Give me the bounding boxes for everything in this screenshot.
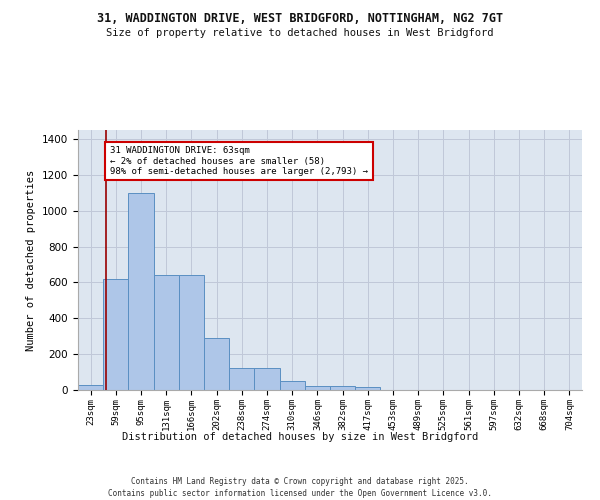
Bar bbox=[280, 381, 305, 390]
Bar bbox=[179, 275, 204, 390]
Bar bbox=[229, 368, 254, 390]
Bar bbox=[355, 388, 380, 390]
Bar bbox=[103, 279, 128, 390]
Bar bbox=[204, 338, 229, 390]
Y-axis label: Number of detached properties: Number of detached properties bbox=[26, 170, 37, 350]
Text: Contains public sector information licensed under the Open Government Licence v3: Contains public sector information licen… bbox=[108, 489, 492, 498]
Bar bbox=[78, 384, 103, 390]
Bar bbox=[154, 275, 179, 390]
Text: 31, WADDINGTON DRIVE, WEST BRIDGFORD, NOTTINGHAM, NG2 7GT: 31, WADDINGTON DRIVE, WEST BRIDGFORD, NO… bbox=[97, 12, 503, 26]
Text: 31 WADDINGTON DRIVE: 63sqm
← 2% of detached houses are smaller (58)
98% of semi-: 31 WADDINGTON DRIVE: 63sqm ← 2% of detac… bbox=[110, 146, 368, 176]
Bar bbox=[330, 386, 355, 390]
Bar bbox=[305, 386, 330, 390]
Text: Distribution of detached houses by size in West Bridgford: Distribution of detached houses by size … bbox=[122, 432, 478, 442]
Bar bbox=[254, 368, 280, 390]
Text: Contains HM Land Registry data © Crown copyright and database right 2025.: Contains HM Land Registry data © Crown c… bbox=[131, 478, 469, 486]
Text: Size of property relative to detached houses in West Bridgford: Size of property relative to detached ho… bbox=[106, 28, 494, 38]
Bar bbox=[128, 193, 154, 390]
